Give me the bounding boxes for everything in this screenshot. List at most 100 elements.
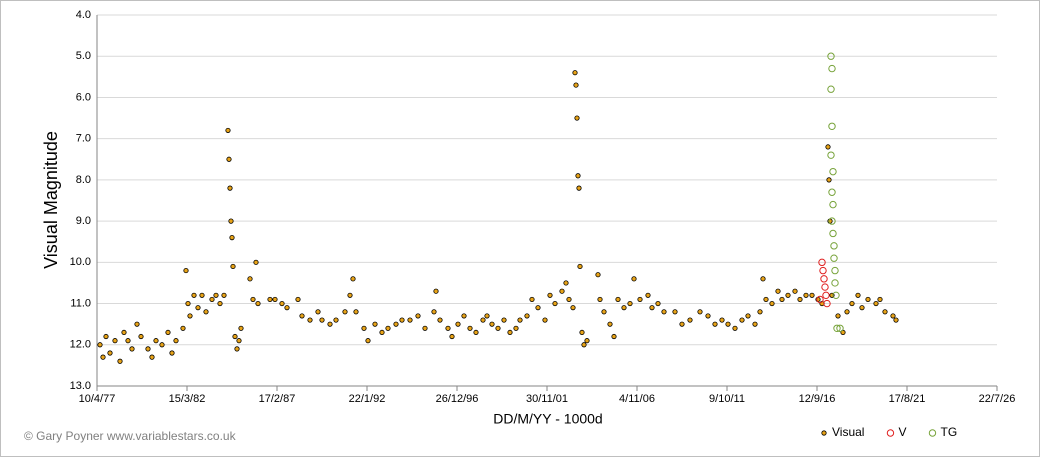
point xyxy=(785,292,791,298)
point xyxy=(524,313,530,319)
point xyxy=(495,325,501,331)
point xyxy=(775,288,781,294)
point xyxy=(180,325,186,331)
point xyxy=(449,333,455,340)
point xyxy=(473,329,479,336)
point xyxy=(203,309,209,315)
y-tick-label: 11.0 xyxy=(70,297,91,309)
point xyxy=(792,288,798,294)
point xyxy=(149,354,155,360)
point xyxy=(138,333,144,340)
point xyxy=(173,338,179,344)
point xyxy=(347,292,353,298)
point xyxy=(112,338,118,344)
point xyxy=(333,317,339,323)
point xyxy=(284,305,290,311)
point xyxy=(745,313,751,319)
point xyxy=(873,300,879,307)
point xyxy=(393,321,399,327)
point xyxy=(399,317,405,323)
point xyxy=(615,296,621,303)
y-tick-label: 7.0 xyxy=(76,133,91,145)
y-tick-label: 6.0 xyxy=(76,91,91,103)
point xyxy=(489,321,495,327)
legend-marker xyxy=(928,429,937,437)
point xyxy=(637,296,643,303)
point xyxy=(229,235,235,241)
point xyxy=(153,338,159,344)
point xyxy=(575,173,581,179)
point xyxy=(185,300,191,307)
point xyxy=(849,300,855,307)
credit: © Gary Poyner www.variablestars.co.uk xyxy=(24,429,237,443)
point xyxy=(719,317,725,323)
point xyxy=(232,333,238,340)
point xyxy=(484,313,490,319)
point xyxy=(836,324,844,332)
point xyxy=(513,325,519,331)
point xyxy=(107,350,113,356)
point xyxy=(828,64,836,73)
point xyxy=(577,263,583,270)
point xyxy=(217,300,223,307)
point xyxy=(234,346,240,352)
legend-label: V xyxy=(898,425,906,439)
point xyxy=(100,354,106,360)
point xyxy=(517,317,523,323)
point xyxy=(830,254,838,262)
point xyxy=(797,296,803,303)
point xyxy=(187,313,193,319)
point xyxy=(552,300,558,307)
point xyxy=(697,309,703,315)
point xyxy=(455,321,461,327)
point xyxy=(226,156,232,162)
point xyxy=(461,313,467,319)
point xyxy=(631,276,637,282)
point xyxy=(295,296,301,303)
x-tick-label: 17/8/21 xyxy=(889,393,926,405)
point xyxy=(831,279,839,287)
point xyxy=(831,266,839,275)
x-tick-label: 26/12/96 xyxy=(436,393,479,405)
point xyxy=(581,342,587,348)
point xyxy=(250,296,256,303)
point xyxy=(350,276,356,282)
point xyxy=(97,342,103,348)
point xyxy=(535,305,541,311)
point xyxy=(672,309,678,315)
legend-marker xyxy=(821,430,827,436)
point xyxy=(563,280,569,286)
point xyxy=(769,300,775,307)
point xyxy=(763,296,769,303)
x-tick-label: 4/11/06 xyxy=(619,393,655,405)
point xyxy=(103,333,109,340)
point xyxy=(679,321,685,327)
point xyxy=(566,296,572,303)
point xyxy=(826,177,832,183)
point xyxy=(570,305,576,311)
point xyxy=(117,358,123,364)
point xyxy=(379,329,385,336)
point xyxy=(819,266,827,275)
point xyxy=(757,309,763,315)
point xyxy=(823,299,831,308)
point xyxy=(507,329,513,336)
point xyxy=(422,325,428,331)
point xyxy=(661,309,667,315)
y-tick-label: 13.0 xyxy=(70,380,91,392)
point xyxy=(165,329,171,336)
point xyxy=(315,309,321,315)
point xyxy=(844,309,850,315)
point xyxy=(828,217,836,225)
point xyxy=(829,200,837,209)
point xyxy=(827,151,835,159)
point xyxy=(725,321,731,327)
point xyxy=(829,229,837,238)
point xyxy=(365,338,371,344)
point xyxy=(828,122,836,131)
point xyxy=(547,292,553,298)
point xyxy=(607,321,613,327)
point xyxy=(327,321,333,327)
point xyxy=(361,325,367,331)
